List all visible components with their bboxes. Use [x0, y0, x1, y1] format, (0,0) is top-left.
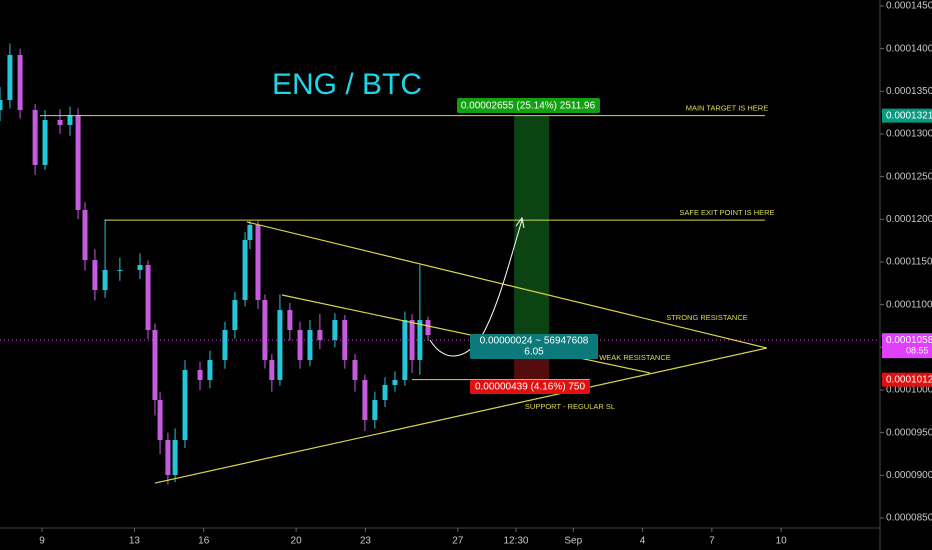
candle-body — [152, 330, 158, 400]
trendline — [246, 221, 767, 349]
candle-body — [332, 320, 338, 340]
candle-body — [182, 370, 188, 441]
x-tick-label: 23 — [360, 536, 372, 547]
y-tick-label: 0.00008500 — [886, 513, 932, 524]
chart-title: ENG / BTC — [272, 68, 422, 101]
level-label: SAFE EXIT POINT IS HERE — [679, 208, 774, 217]
x-tick-label: 4 — [640, 536, 646, 547]
trendline — [154, 347, 767, 484]
price-tag-label: 0.00013215 — [886, 110, 932, 121]
candle-body — [352, 359, 358, 381]
candle-body — [67, 114, 73, 126]
x-tick-label: 9 — [39, 536, 45, 547]
candle-body — [172, 440, 178, 476]
candle-body — [32, 110, 38, 165]
stop-label: 0.00000439 (4.16%) 750 — [475, 382, 586, 393]
profit-zone — [514, 115, 550, 343]
x-tick-label: 7 — [709, 536, 715, 547]
candle-body — [117, 270, 123, 272]
candle-body — [409, 320, 415, 360]
candle-body — [75, 114, 81, 211]
current-price-tag — [882, 333, 932, 359]
mid-label: 0.00000024 ~ 56947608 — [480, 336, 589, 347]
candle-body — [57, 119, 63, 126]
trendline-label: STRONG RESISTANCE — [666, 313, 748, 322]
current-price-time: 08:55 — [906, 346, 929, 356]
candle-body — [297, 330, 303, 360]
price-tag-label: 0.00010121 — [886, 374, 932, 385]
target-label-box — [457, 98, 600, 113]
current-price-label: 0.00010584 — [886, 335, 932, 346]
stop-label-box — [470, 380, 590, 394]
candle-body — [307, 330, 313, 360]
candle-body — [255, 224, 261, 300]
projection-arrowhead — [515, 216, 525, 229]
candle-body — [269, 359, 275, 381]
candle-body — [42, 119, 48, 165]
trendline-label: WEAK RESISTANCE — [599, 353, 671, 362]
candle-body — [242, 239, 248, 300]
candle-body — [317, 330, 323, 340]
candle-body — [7, 54, 13, 101]
candle-body — [392, 380, 398, 385]
x-tick-label: 10 — [776, 536, 788, 547]
x-tick-label: 12:30 — [503, 536, 528, 547]
candle-body — [165, 440, 171, 476]
price-tag — [882, 372, 932, 387]
candle-body — [0, 100, 3, 111]
target-label: 0.00002655 (25.14%) 2511.96 — [461, 101, 596, 112]
trendline-label: SUPPORT - REGULAR SL — [525, 402, 615, 411]
candle-body — [362, 380, 368, 421]
candle-body — [287, 310, 293, 331]
candle-body — [207, 359, 213, 381]
candle-body — [137, 264, 143, 271]
candle-body — [342, 320, 348, 360]
candle-body — [222, 330, 228, 360]
candle-body — [277, 310, 283, 381]
mid-label-box — [470, 334, 598, 359]
candle-body — [17, 54, 23, 111]
x-tick-label: 27 — [452, 536, 464, 547]
candle-body — [82, 210, 88, 261]
candle-body — [417, 320, 423, 360]
candle-body — [157, 399, 163, 441]
candle-body — [382, 384, 388, 400]
x-tick-label: 20 — [291, 536, 303, 547]
candle-body — [92, 260, 98, 290]
candle-body — [247, 224, 253, 240]
x-tick-label: 16 — [198, 536, 210, 547]
candle-body — [425, 320, 431, 336]
price-tag — [882, 108, 932, 123]
mid-label: 6.05 — [524, 347, 544, 358]
candle-body — [262, 299, 268, 360]
x-tick-label: Sep — [564, 536, 582, 547]
candle-body — [232, 299, 238, 331]
trendline — [281, 294, 651, 374]
candle-body — [145, 264, 151, 331]
candle-body — [402, 320, 408, 381]
projection-arrow — [429, 219, 523, 357]
x-tick-label: 13 — [129, 536, 141, 547]
level-label: MAIN TARGET IS HERE — [686, 104, 769, 113]
candle-body — [372, 399, 378, 421]
candle-body — [102, 270, 108, 290]
candle-body — [197, 370, 203, 381]
